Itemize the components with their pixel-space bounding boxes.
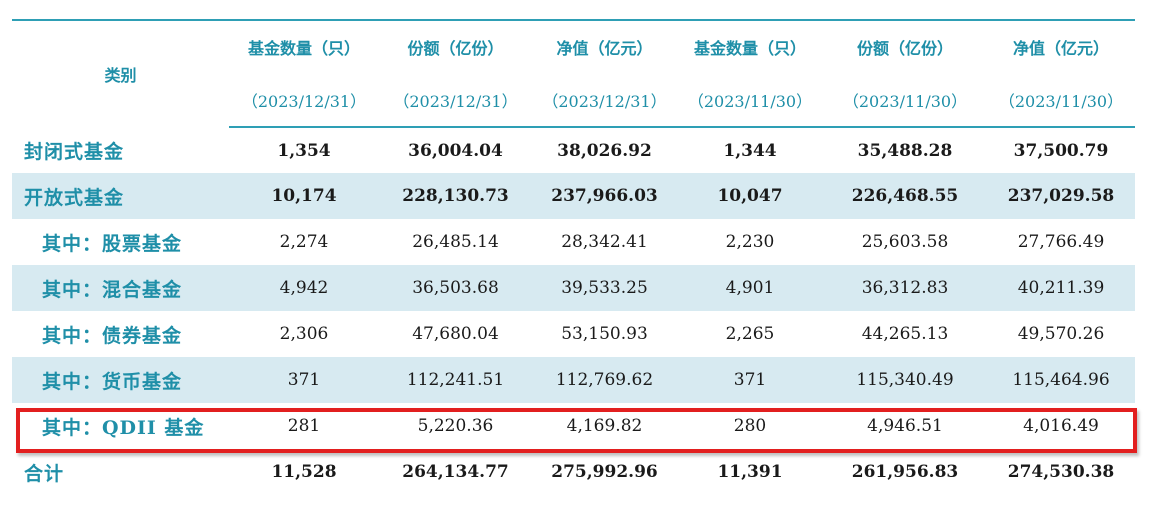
table-cell: 371 (229, 357, 379, 403)
table-cell: 4,169.82 (566, 416, 643, 436)
table-row-hybrid: 其中：混合基金 4,942 36,503.68 39,533.25 4,901 … (12, 265, 1135, 311)
table-cell: 115,464.96 (987, 357, 1135, 403)
table-cell: 49,570.26 (1017, 324, 1105, 344)
table-cell: 264,134.77 (402, 462, 509, 482)
table-cell: 36,312.83 (823, 265, 987, 311)
table-cell: 4,946.51 (867, 416, 943, 436)
table-row-closed-end: 封闭式基金 1,354 36,004.04 38,026.92 1,344 35… (12, 127, 1135, 173)
header-nav-2023-12: 净值（亿元） (532, 19, 677, 73)
table-cell: 237,966.03 (532, 173, 677, 219)
header-row-titles: 类别 基金数量（只） 份额（亿份） 净值（亿元） 基金数量（只） 份额（亿份） … (12, 19, 1135, 127)
header-row-dates: （2023/12/31） （2023/12/31） （2023/12/31） （… (12, 73, 1135, 128)
header-date: （2023/12/31） (379, 73, 532, 128)
table-cell: 261,956.83 (851, 462, 959, 482)
table-cell: 4,016.49 (1023, 416, 1099, 436)
header-nav-2023-11: 净值（亿元） (987, 19, 1135, 73)
table-cell: 281 (287, 416, 321, 436)
table-cell: 10,047 (677, 173, 823, 219)
table-cell: 36,503.68 (379, 265, 532, 311)
table-row-total: 合计 11,528 264,134.77 275,992.96 11,391 2… (12, 449, 1135, 495)
table-row-open-end: 开放式基金 10,174 228,130.73 237,966.03 10,04… (12, 173, 1135, 219)
row-category: 其中：QDII 基金 (42, 416, 205, 439)
table-cell: 53,150.93 (561, 324, 648, 344)
table-row-money-market: 其中：货币基金 371 112,241.51 112,769.62 371 11… (12, 357, 1135, 403)
row-category: 其中：债券基金 (42, 324, 183, 347)
header-date: （2023/11/30） (987, 73, 1135, 128)
table-cell: 40,211.39 (987, 265, 1135, 311)
header-shares-2023-12: 份额（亿份） (379, 19, 532, 73)
table-cell: 275,992.96 (551, 462, 658, 482)
table-row-bond: 其中：债券基金 2,306 47,680.04 53,150.93 2,265 … (12, 311, 1135, 357)
row-category: 开放式基金 (12, 173, 229, 219)
row-category: 其中：货币基金 (12, 357, 229, 403)
table-cell: 28,342.41 (561, 232, 648, 252)
row-category: 其中：股票基金 (42, 232, 183, 255)
table-cell: 38,026.92 (557, 140, 652, 161)
table-cell: 11,528 (271, 462, 337, 482)
table-cell: 371 (677, 357, 823, 403)
table-cell: 112,769.62 (532, 357, 677, 403)
fund-statistics-table: 类别 基金数量（只） 份额（亿份） 净值（亿元） 基金数量（只） 份额（亿份） … (12, 19, 1135, 495)
table-cell: 4,942 (229, 265, 379, 311)
header-date: （2023/12/31） (532, 73, 677, 128)
table-cell: 36,004.04 (408, 140, 503, 161)
table-cell: 2,230 (725, 232, 775, 252)
header-count-2023-11: 基金数量（只） (677, 19, 823, 73)
header-date: （2023/12/31） (229, 73, 379, 128)
table-cell: 26,485.14 (412, 232, 499, 252)
row-category: 其中：混合基金 (12, 265, 229, 311)
header-category: 类别 (12, 19, 229, 127)
row-category: 封闭式基金 (24, 140, 125, 163)
table-cell: 47,680.04 (412, 324, 499, 344)
table-cell: 10,174 (229, 173, 379, 219)
header-date: （2023/11/30） (677, 73, 823, 128)
header-shares-2023-11: 份额（亿份） (823, 19, 987, 73)
table-cell: 237,029.58 (987, 173, 1135, 219)
table-row-qdii: 其中：QDII 基金 281 5,220.36 4,169.82 280 4,9… (12, 403, 1135, 449)
table-cell: 226,468.55 (823, 173, 987, 219)
row-category: 合计 (24, 462, 65, 485)
table-row-equity: 其中：股票基金 2,274 26,485.14 28,342.41 2,230 … (12, 219, 1135, 265)
table-cell: 2,306 (279, 324, 329, 344)
table-cell: 280 (733, 416, 767, 436)
table-cell: 44,265.13 (861, 324, 949, 344)
table-cell: 228,130.73 (379, 173, 532, 219)
table-cell: 27,766.49 (1017, 232, 1105, 252)
table-cell: 11,391 (717, 462, 783, 482)
table-cell: 1,344 (723, 140, 777, 161)
header-count-2023-12: 基金数量（只） (229, 19, 379, 73)
table-cell: 2,265 (725, 324, 775, 344)
table-cell: 25,603.58 (861, 232, 949, 252)
table-cell: 115,340.49 (823, 357, 987, 403)
table-cell: 2,274 (279, 232, 329, 252)
header-date: （2023/11/30） (823, 73, 987, 128)
table-cell: 35,488.28 (857, 140, 953, 161)
table-cell: 274,530.38 (1007, 462, 1115, 482)
table-cell: 5,220.36 (417, 416, 494, 436)
table-cell: 4,901 (677, 265, 823, 311)
table-cell: 112,241.51 (379, 357, 532, 403)
table-cell: 39,533.25 (532, 265, 677, 311)
table-cell: 1,354 (277, 140, 331, 161)
table-cell: 37,500.79 (1013, 140, 1109, 161)
